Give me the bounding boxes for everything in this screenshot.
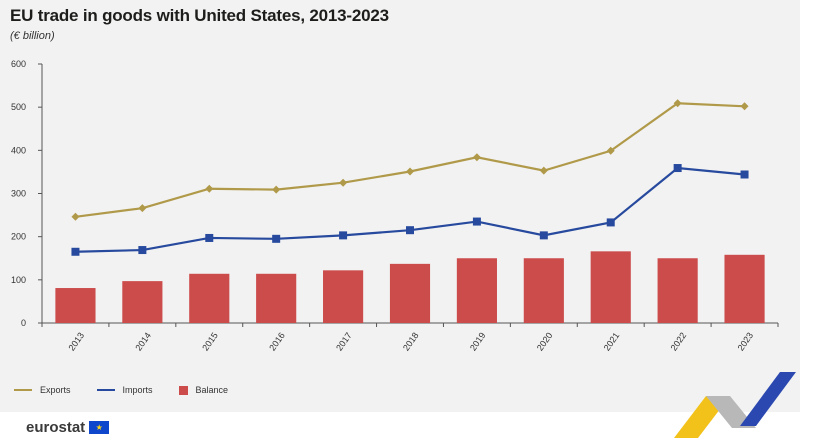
y-tick-label: 500 <box>11 102 26 112</box>
point-imports <box>472 217 481 226</box>
legend-item-imports: Imports <box>96 385 153 395</box>
legend-swatch-exports <box>14 389 32 391</box>
bar-balance <box>55 288 96 323</box>
bar-balance <box>389 263 431 323</box>
y-tick-label: 600 <box>11 59 26 69</box>
point-exports <box>71 212 80 221</box>
bar-balance <box>456 258 497 323</box>
chart-subtitle: (€ billion) <box>10 30 55 42</box>
legend-swatch-imports <box>96 389 115 391</box>
legend-swatch-balance <box>178 385 188 395</box>
point-exports <box>138 204 147 213</box>
ribbon-grey <box>706 396 756 428</box>
point-imports <box>606 218 615 227</box>
decorative-ribbon-icon <box>674 372 796 438</box>
ribbon-blue <box>740 372 796 426</box>
bar-balance <box>724 254 765 323</box>
legend-label-balance: Balance <box>195 385 229 395</box>
point-imports <box>339 231 348 240</box>
legend-item-exports: Exports <box>14 385 71 395</box>
x-tick-label: 2019 <box>468 331 488 353</box>
bar-balance <box>657 258 698 323</box>
brand-name: eurostat <box>26 419 86 436</box>
point-exports <box>205 184 214 193</box>
line-exports <box>75 102 745 218</box>
bar-balance <box>189 273 230 323</box>
y-tick-label: 0 <box>21 318 26 328</box>
legend-item-balance: Balance <box>178 385 229 395</box>
point-imports <box>740 170 749 179</box>
bar-balance <box>122 281 163 323</box>
point-exports <box>406 167 414 176</box>
point-exports <box>539 166 548 175</box>
x-tick-label: 2020 <box>535 331 555 353</box>
bar-balance <box>523 258 564 323</box>
x-tick-label: 2021 <box>602 331 622 353</box>
legend-label-imports: Imports <box>122 385 153 395</box>
y-tick-label: 300 <box>11 189 26 199</box>
point-exports <box>272 185 281 194</box>
point-imports <box>71 247 80 256</box>
line-imports <box>75 166 745 253</box>
point-imports <box>138 246 147 255</box>
point-exports <box>472 153 481 162</box>
chart-title: EU trade in goods with United States, 20… <box>10 6 389 25</box>
bar-balance <box>590 251 631 323</box>
x-tick-label: 2022 <box>669 331 689 353</box>
x-tick-label: 2015 <box>200 331 220 353</box>
x-tick-label: 2013 <box>66 331 86 353</box>
bar-balance <box>323 270 364 323</box>
point-exports <box>740 102 749 111</box>
point-exports <box>339 178 348 187</box>
x-tick-label: 2017 <box>334 331 354 353</box>
x-tick-label: 2016 <box>267 331 287 353</box>
eurostat-logo: eurostat ★ <box>26 419 110 436</box>
chart-panel <box>0 0 800 412</box>
y-tick-label: 400 <box>11 145 26 155</box>
x-tick-label: 2018 <box>401 331 421 353</box>
point-exports <box>673 99 682 108</box>
point-imports <box>272 234 281 243</box>
x-tick-label: 2023 <box>736 331 756 353</box>
legend-label-exports: Exports <box>40 385 71 395</box>
point-imports <box>539 231 548 240</box>
point-imports <box>205 233 214 242</box>
eu-flag-icon: ★ <box>89 421 110 434</box>
point-exports <box>606 146 615 155</box>
chart-svg: 0 100 200 300 400 500 600 2013 2014 2015 2016 2017 2… <box>11 59 779 353</box>
point-imports <box>673 164 682 173</box>
y-tick-label: 100 <box>11 275 26 285</box>
point-imports <box>406 226 414 235</box>
chart-legend: Exports Imports Balance <box>14 385 228 395</box>
y-tick-label: 200 <box>11 232 26 242</box>
bar-balance <box>256 273 297 323</box>
x-tick-label: 2014 <box>133 331 153 353</box>
